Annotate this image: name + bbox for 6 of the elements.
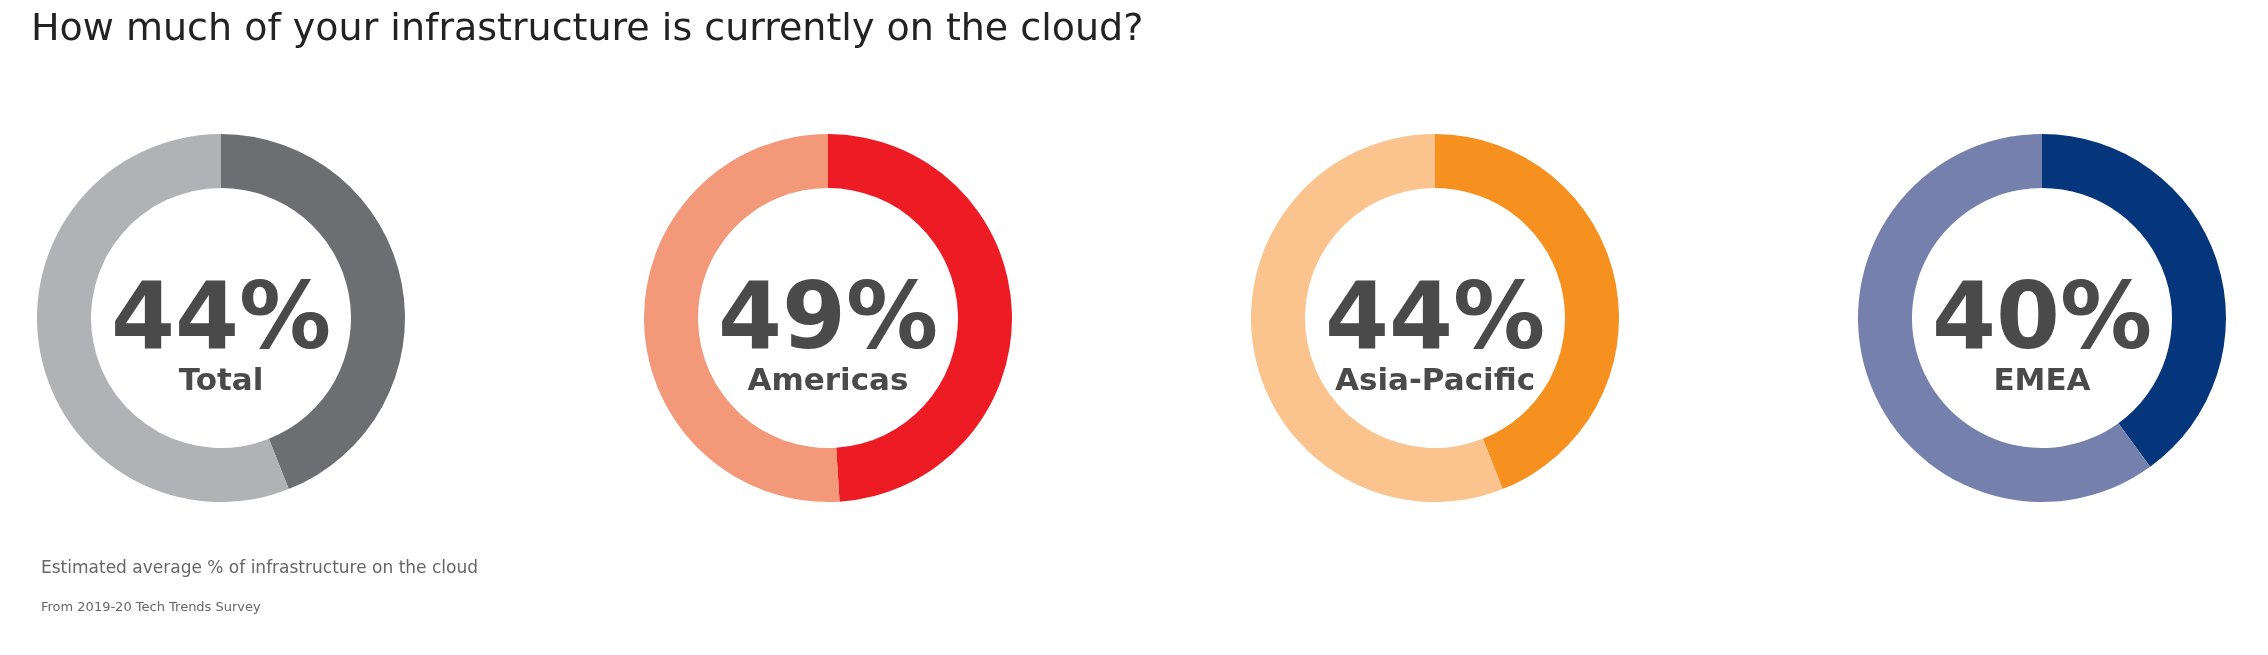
donut-slice [1858,134,2151,502]
text: Estimated average % of infrastructure on the cloud [41,557,478,577]
text: From 2019-20 Tech Trends Survey [41,599,262,614]
slice-label: Americas [747,361,909,397]
text: How much of your infrastructure is currently on the cloud? [31,5,1144,49]
slice-label: EMEA [1993,361,2091,397]
